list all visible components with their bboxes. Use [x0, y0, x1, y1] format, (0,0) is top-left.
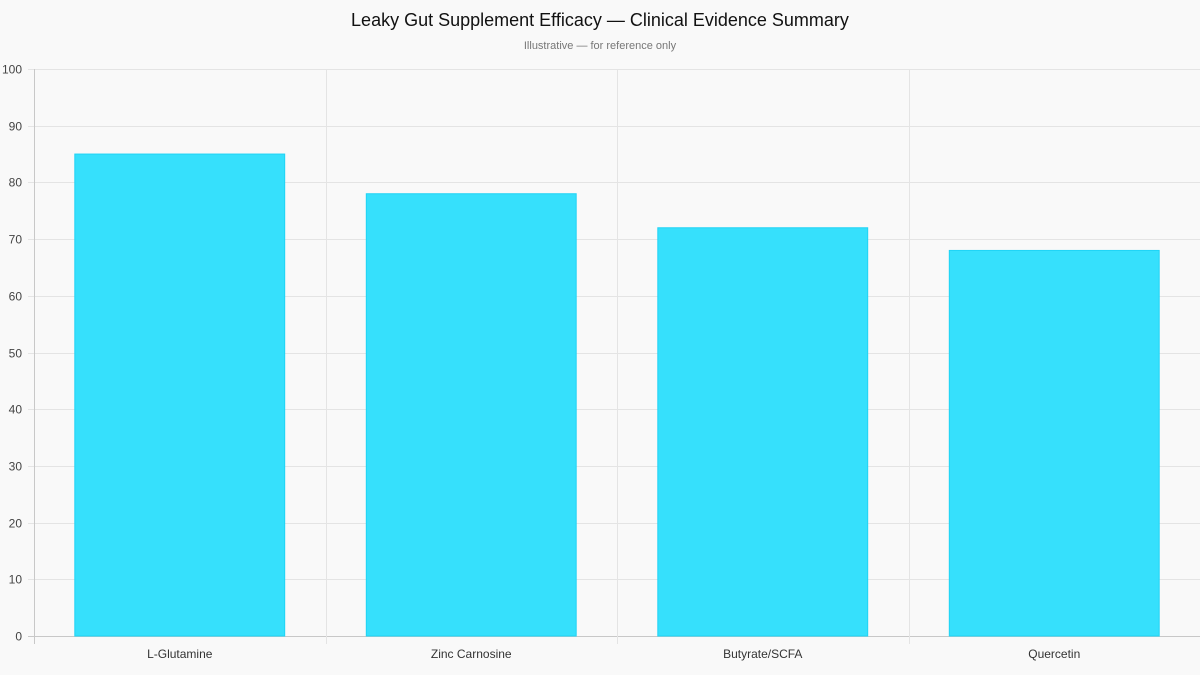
bar-quercetin[interactable]: [948, 249, 1160, 637]
y-tick-label: 40: [9, 403, 23, 417]
y-tick-label: 80: [9, 176, 23, 190]
x-tick-label: L-Glutamine: [147, 647, 213, 661]
bar-butyrate-scfa[interactable]: [657, 227, 869, 637]
y-tick-label: 50: [9, 347, 23, 361]
x-tick-label: Butyrate/SCFA: [723, 647, 802, 661]
x-tick-label: Quercetin: [1028, 647, 1080, 661]
x-axis-tick-labels: L-Glutamine Zinc Carnosine Butyrate/SCFA Qu…: [147, 647, 1080, 661]
y-tick-label: 30: [9, 460, 23, 474]
y-tick-label: 70: [9, 233, 23, 247]
x-tick-label: Zinc Carnosine: [431, 647, 512, 661]
y-tick-label: 60: [9, 290, 23, 304]
chart-subtitle: Illustrative — for reference only: [523, 40, 677, 52]
y-axis-tick-labels: 0 10 20 30 40 50 60 70 80 90 100: [2, 63, 22, 644]
bar-zinc-carnosine[interactable]: [365, 193, 577, 637]
y-tick-label: 10: [9, 573, 23, 587]
y-tick-label: 100: [2, 63, 22, 77]
y-tick-label: 90: [9, 120, 23, 134]
bar-l-glutamine[interactable]: [74, 153, 286, 637]
bar-series: [74, 153, 1160, 637]
chart-title: Leaky Gut Supplement Efficacy — Clinical…: [351, 10, 849, 30]
y-tick-label: 0: [15, 630, 22, 644]
y-tick-label: 20: [9, 517, 23, 531]
